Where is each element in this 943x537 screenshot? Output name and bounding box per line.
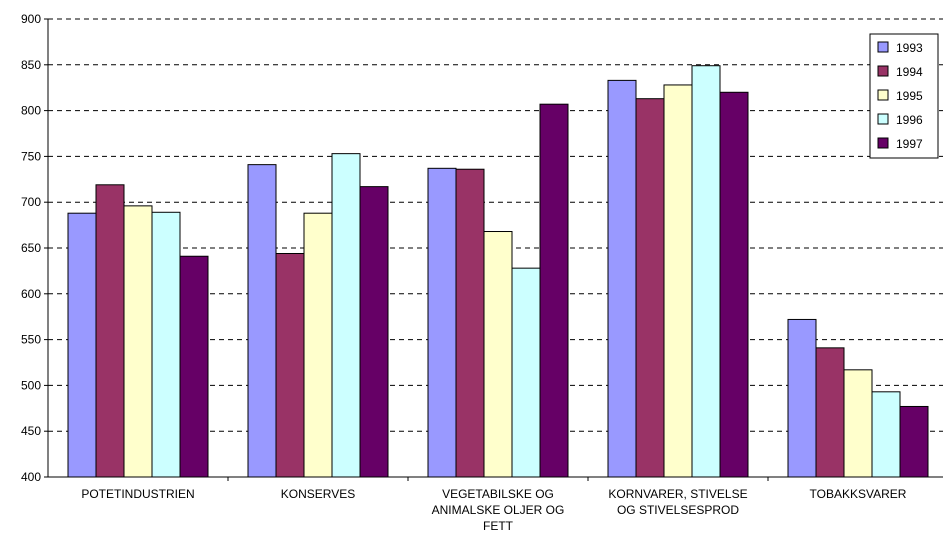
legend: 1993 1994 1995 1996 1997 xyxy=(869,33,939,159)
category-label-line: TOBAKKSVARER xyxy=(810,487,907,501)
category-label-line: POTETINDUSTRIEN xyxy=(81,487,194,501)
y-tick-labels: 400 450 500 550 600 650 700 750 800 850 900 xyxy=(21,12,41,484)
bar-1995-5 xyxy=(843,369,873,478)
bar-1996-3 xyxy=(511,267,541,478)
y-tick-label: 650 xyxy=(21,241,41,255)
legend-label-1993: 1993 xyxy=(896,41,923,55)
category-label-line: VEGETABILSKE OG xyxy=(442,487,554,501)
bar-1994-1 xyxy=(95,184,125,478)
bar-1994-3 xyxy=(455,168,485,478)
bar-1997-2 xyxy=(359,186,389,478)
y-tick-label: 850 xyxy=(21,58,41,72)
axes xyxy=(44,18,943,481)
legend-swatch-1993 xyxy=(877,41,889,53)
bar-1994-2 xyxy=(275,252,305,478)
bar-1995-2 xyxy=(303,212,333,478)
bar-1997-1 xyxy=(179,255,209,478)
category-labels: POTETINDUSTRIEN KONSERVES VEGETABILSKE OG A… xyxy=(81,487,906,533)
legend-label-1995: 1995 xyxy=(896,89,923,103)
y-tick-label: 550 xyxy=(21,333,41,347)
bar-1993-2 xyxy=(247,164,277,478)
bar-1993-4 xyxy=(607,79,637,478)
bar-1994-4 xyxy=(635,98,665,478)
legend-label-1994: 1994 xyxy=(896,65,923,79)
bar-1995-3 xyxy=(483,231,513,478)
bar-1997-4 xyxy=(719,91,749,478)
legend-label-1997: 1997 xyxy=(896,137,923,151)
bars xyxy=(67,65,929,478)
legend-swatch-1994 xyxy=(877,65,889,77)
y-tick-label: 750 xyxy=(21,149,41,163)
legend-swatch-1995 xyxy=(877,89,889,101)
category-label: KORNVARER, STIVELSE OG STIVELSESPROD xyxy=(608,487,747,517)
category-label-line: KONSERVES xyxy=(281,487,355,501)
bar-1996-2 xyxy=(331,153,361,478)
bar-1995-4 xyxy=(663,84,693,478)
category-label: VEGETABILSKE OG ANIMALSKE OLJER OG FETT xyxy=(432,487,565,533)
category-label: POTETINDUSTRIEN xyxy=(81,487,194,501)
legend-swatch-1997 xyxy=(877,137,889,149)
y-tick-label: 600 xyxy=(21,287,41,301)
category-label-line: FETT xyxy=(483,519,514,533)
y-tick-label: 500 xyxy=(21,378,41,392)
bar-1995-1 xyxy=(123,205,153,478)
bar-1993-5 xyxy=(787,318,817,478)
category-label: KONSERVES xyxy=(281,487,355,501)
bar-1997-5 xyxy=(899,405,929,478)
bar-1993-3 xyxy=(427,167,457,478)
y-tick-label: 700 xyxy=(21,195,41,209)
y-tick-label: 800 xyxy=(21,104,41,118)
category-label-line: KORNVARER, STIVELSE xyxy=(608,487,747,501)
legend-label-1996: 1996 xyxy=(896,113,923,127)
bar-1997-3 xyxy=(539,103,569,478)
bar-1993-1 xyxy=(67,212,97,478)
y-tick-label: 900 xyxy=(21,12,41,26)
category-label-line: ANIMALSKE OLJER OG xyxy=(432,503,565,517)
category-label: TOBAKKSVARER xyxy=(810,487,907,501)
bar-1996-1 xyxy=(151,211,181,478)
y-tick-label: 450 xyxy=(21,424,41,438)
category-label-line: OG STIVELSESPROD xyxy=(617,503,739,517)
legend-swatch-1996 xyxy=(877,113,889,125)
bar-1996-5 xyxy=(871,391,901,478)
bar-1994-5 xyxy=(815,347,845,478)
y-tick-label: 400 xyxy=(21,470,41,484)
bar-1996-4 xyxy=(691,65,721,478)
